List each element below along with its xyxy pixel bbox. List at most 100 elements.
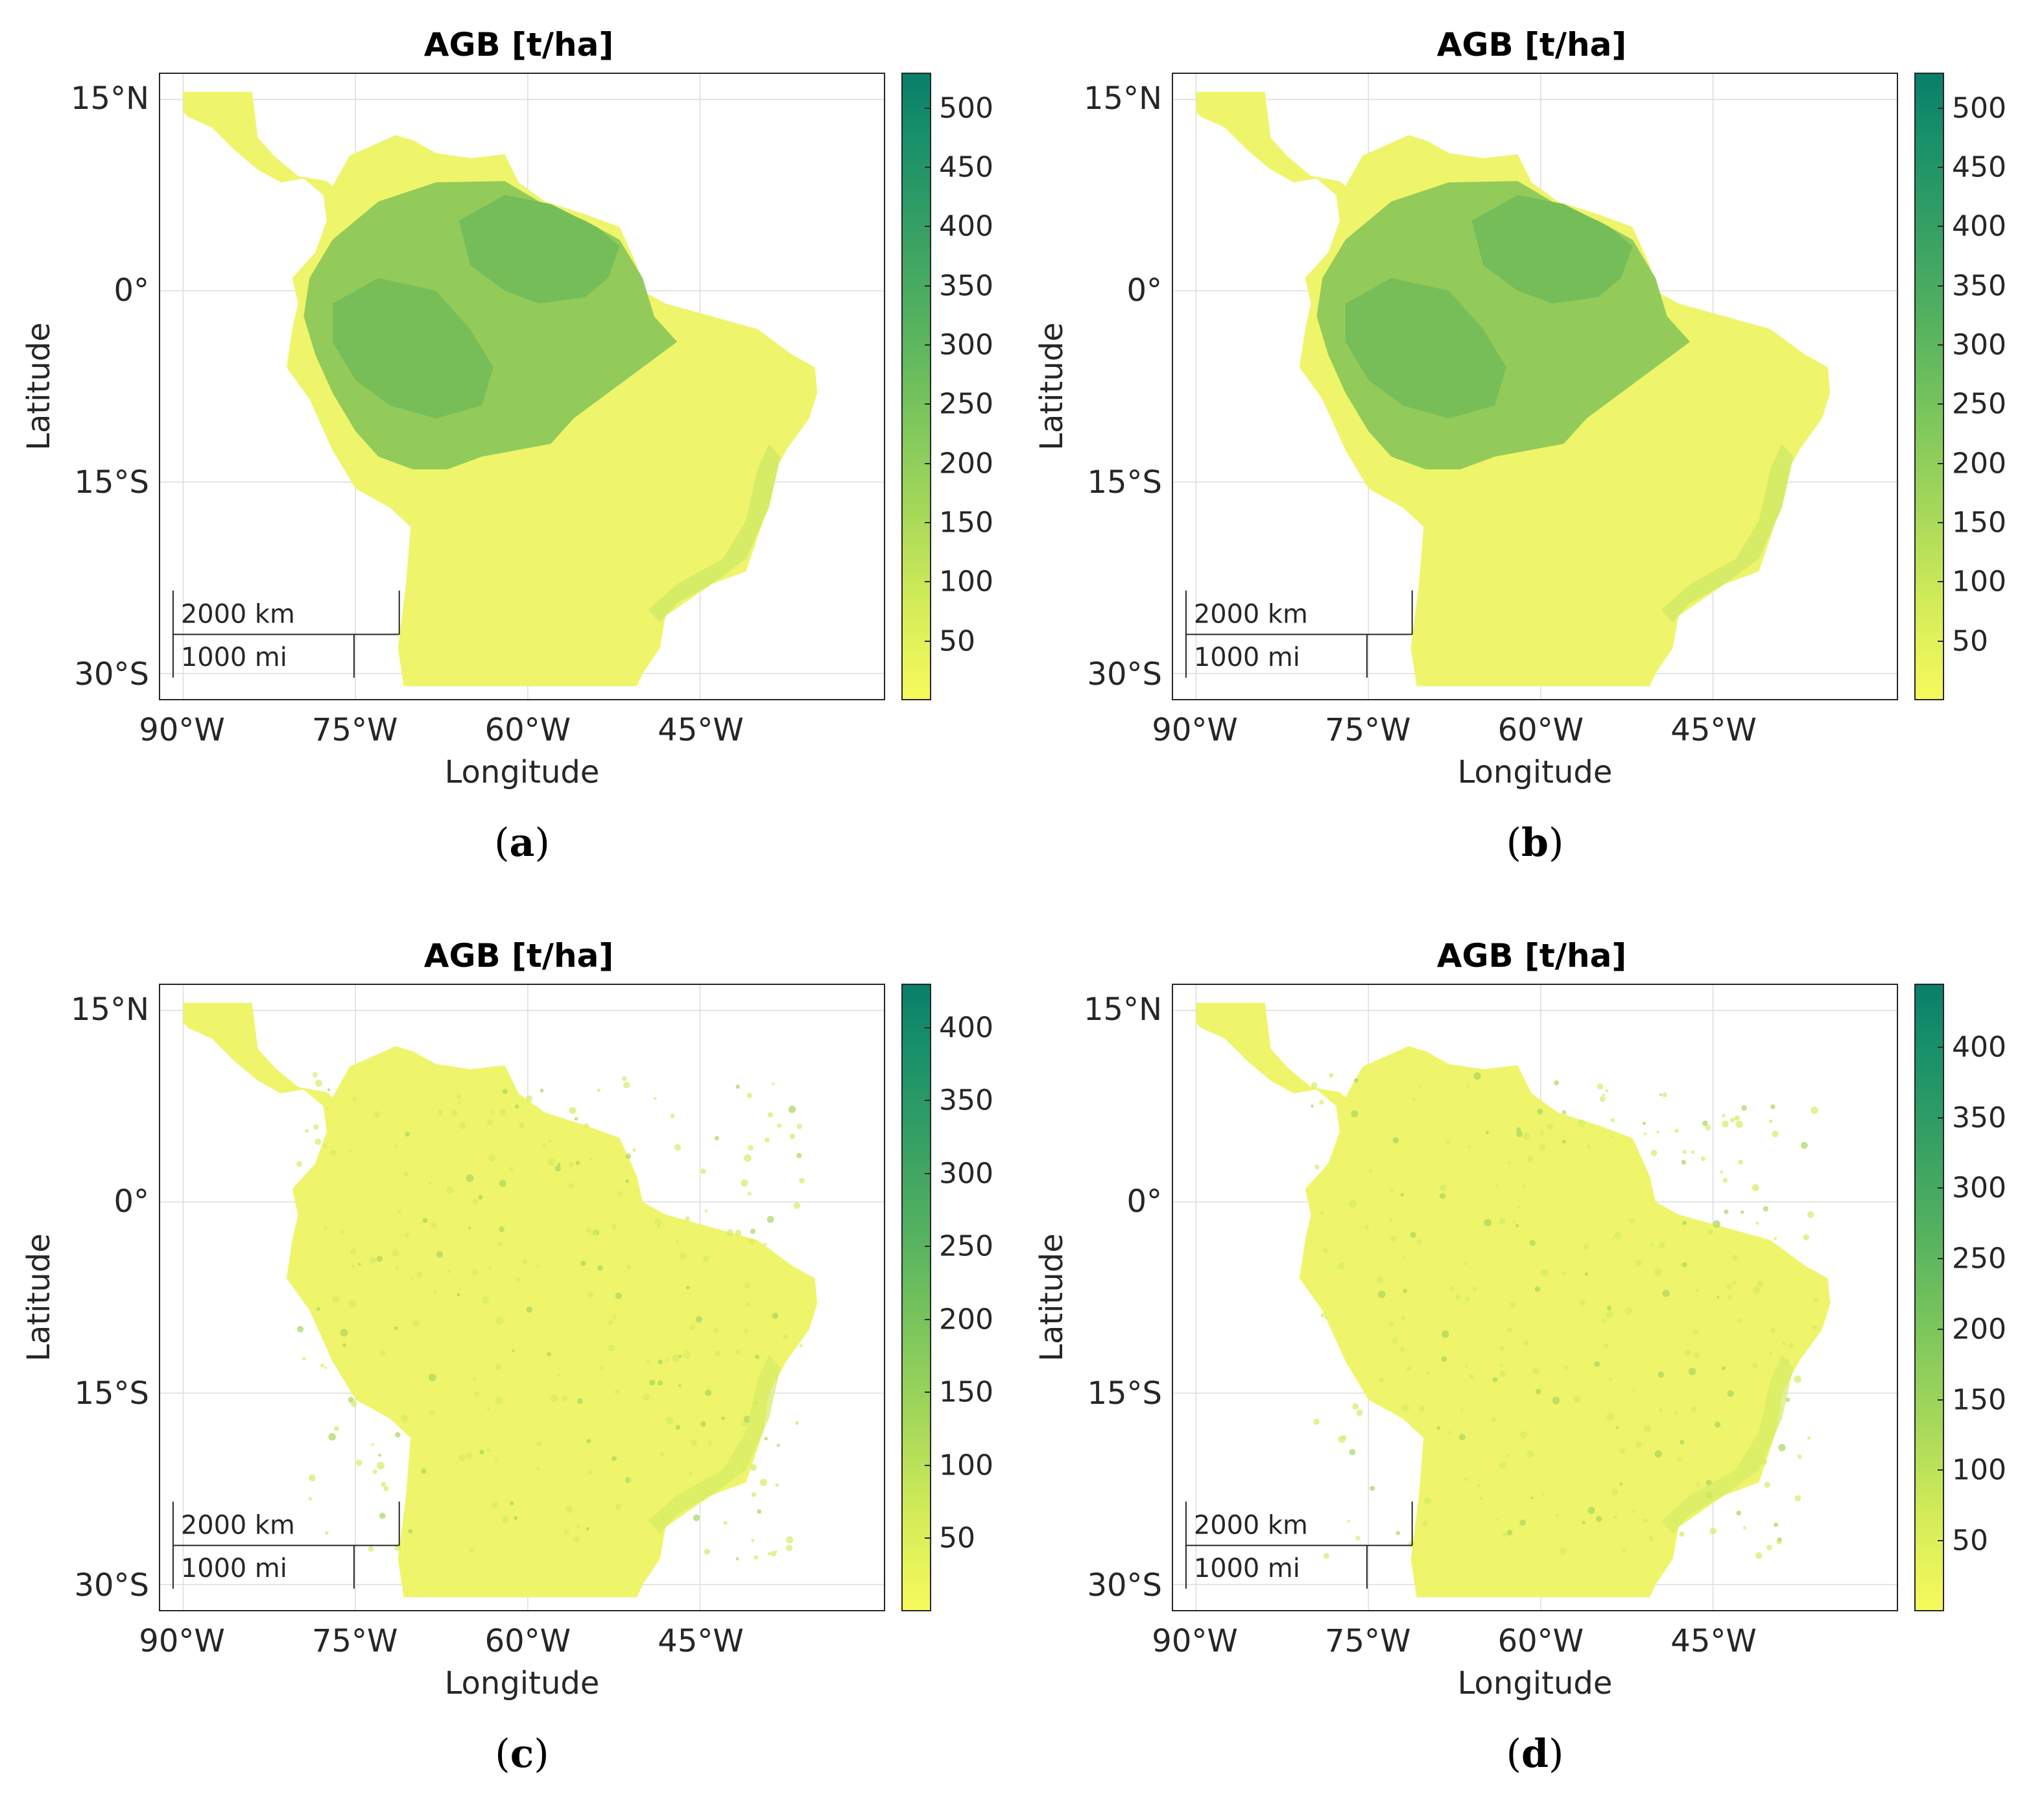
colorbar-tick-label: 450 xyxy=(939,150,993,184)
panel-title: AGB [t/ha] xyxy=(423,26,614,64)
colorbar-tick-mark xyxy=(1938,1399,1944,1401)
longitude-tick-label: 60°W xyxy=(1497,1623,1584,1659)
scale-km-label: 2000 km xyxy=(181,599,295,629)
colorbar-tick-label: 200 xyxy=(1952,447,2006,480)
scale-mi-label: 1000 mi xyxy=(181,1554,287,1583)
colorbar-tick-label: 400 xyxy=(1952,209,2006,243)
latitude-tick-label: 15°S xyxy=(1087,1375,1162,1412)
scale-bar: 2000 km 1000 mi xyxy=(172,590,400,678)
colorbar-tick-label: 400 xyxy=(939,1011,993,1045)
colorbar-tick-label: 100 xyxy=(939,565,993,598)
scale-bar: 2000 km 1000 mi xyxy=(1185,1501,1413,1589)
colorbar-tick-label: 100 xyxy=(939,1449,993,1482)
colorbar-tick-label: 150 xyxy=(1952,1383,2006,1417)
colorbar-tick-mark xyxy=(925,1464,931,1466)
longitude-tick-label: 45°W xyxy=(1670,1623,1757,1659)
colorbar-tick-mark xyxy=(1938,1258,1944,1260)
longitude-tick-label: 90°W xyxy=(139,712,225,748)
map-area: 2000 km 1000 mi xyxy=(1172,73,1898,700)
longitude-tick-label: 90°W xyxy=(1152,1623,1238,1659)
colorbar-tick-mark xyxy=(925,1026,931,1028)
scale-km-label: 2000 km xyxy=(1194,1510,1308,1540)
colorbar-tick-mark xyxy=(925,1172,931,1174)
continent-landmass xyxy=(183,1002,818,1598)
colorbar-tick-label: 400 xyxy=(1952,1030,2006,1064)
latitude-tick-label: 30°S xyxy=(1087,656,1162,693)
longitude-tick-label: 60°W xyxy=(1497,712,1584,748)
panel-letter-text: c xyxy=(510,1731,534,1777)
colorbar-tick-label: 250 xyxy=(1952,1242,2006,1275)
panel-letter: (a) xyxy=(494,820,550,866)
colorbar-tick-mark xyxy=(925,522,931,524)
panel-letter-text: d xyxy=(1521,1731,1549,1777)
longitude-tick-label: 45°W xyxy=(1670,712,1757,748)
colorbar-tick-label: 250 xyxy=(939,387,993,421)
x-axis-label: Longitude xyxy=(1457,754,1613,790)
scale-km-label: 2000 km xyxy=(181,1510,295,1540)
colorbar-tick-mark xyxy=(1938,581,1944,583)
map-svg: 2000 km 1000 mi xyxy=(160,74,884,699)
latitude-tick-label: 15°S xyxy=(74,464,149,501)
latitude-tick-label: 30°S xyxy=(74,1567,149,1604)
y-axis-label: Latitude xyxy=(21,322,57,451)
longitude-tick-label: 75°W xyxy=(1324,1623,1411,1659)
panel-letter-text: a xyxy=(509,820,535,866)
colorbar xyxy=(901,73,931,700)
longitude-tick-label: 75°W xyxy=(311,712,398,748)
map-panel-c: AGB [t/ha] 2000 km 1000 mi 15°N 0° 15°S 30°S 90… xyxy=(0,911,1012,1806)
colorbar-tick-label: 500 xyxy=(1952,91,2006,125)
colorbar-tick-mark xyxy=(925,1392,931,1393)
longitude-tick-label: 60°W xyxy=(484,712,571,748)
latitude-tick-label: 15°N xyxy=(71,80,149,117)
x-axis-label: Longitude xyxy=(1457,1665,1613,1701)
y-axis-label: Latitude xyxy=(1034,322,1070,451)
panel-title: AGB [t/ha] xyxy=(1436,26,1627,64)
colorbar-tick-label: 50 xyxy=(939,1521,975,1555)
longitude-tick-label: 90°W xyxy=(139,1623,225,1659)
colorbar-tick-label: 50 xyxy=(939,624,975,658)
colorbar-tick-label: 300 xyxy=(1952,328,2006,362)
scale-mi-label: 1000 mi xyxy=(1194,643,1300,672)
colorbar-tick-label: 350 xyxy=(939,269,993,303)
colorbar-tick-label: 500 xyxy=(939,91,993,125)
colorbar-tick-label: 200 xyxy=(1952,1312,2006,1346)
colorbar-tick-label: 50 xyxy=(1952,1524,1988,1558)
scale-km-label: 2000 km xyxy=(1194,599,1308,629)
longitude-tick-label: 45°W xyxy=(658,712,744,748)
guiana-shield-region xyxy=(1471,195,1633,304)
latitude-tick-label: 30°S xyxy=(1087,1567,1162,1604)
colorbar-tick-label: 250 xyxy=(939,1229,993,1263)
colorbar-tick-label: 350 xyxy=(1952,269,2006,303)
colorbar-tick-mark xyxy=(1938,1117,1944,1119)
colorbar-tick-mark xyxy=(1938,285,1944,287)
colorbar-tick-mark xyxy=(1938,1540,1944,1542)
latitude-tick-label: 0° xyxy=(113,1183,149,1220)
colorbar-tick-mark xyxy=(925,1537,931,1539)
colorbar-tick-mark xyxy=(1938,522,1944,524)
map-area: 2000 km 1000 mi xyxy=(1172,984,1898,1611)
panel-letter: (c) xyxy=(495,1731,549,1777)
colorbar-tick-mark xyxy=(1938,403,1944,405)
longitude-tick-label: 45°W xyxy=(658,1623,744,1659)
map-svg: 2000 km 1000 mi xyxy=(1173,74,1897,699)
colorbar-tick-mark xyxy=(1938,107,1944,109)
colorbar-tick-label: 300 xyxy=(939,328,993,362)
latitude-tick-label: 15°N xyxy=(71,991,149,1028)
colorbar xyxy=(1914,984,1944,1611)
colorbar-tick-label: 350 xyxy=(939,1084,993,1117)
colorbar-tick-mark xyxy=(1938,1046,1944,1048)
colorbar-tick-label: 200 xyxy=(939,1303,993,1336)
scale-mi-label: 1000 mi xyxy=(181,643,287,672)
colorbar-tick-mark xyxy=(925,462,931,464)
colorbar-tick-label: 300 xyxy=(939,1157,993,1191)
longitude-tick-label: 60°W xyxy=(484,1623,571,1659)
latitude-tick-label: 0° xyxy=(113,272,149,309)
colorbar-tick-mark xyxy=(925,581,931,583)
colorbar-tick-mark xyxy=(925,344,931,346)
latitude-tick-label: 15°S xyxy=(74,1375,149,1412)
map-svg: 2000 km 1000 mi xyxy=(160,985,884,1610)
map-area: 2000 km 1000 mi xyxy=(159,73,885,700)
atlantic-forest-region xyxy=(648,444,781,622)
colorbar-tick-label: 350 xyxy=(1952,1101,2006,1135)
agb-speckles xyxy=(296,1072,805,1561)
